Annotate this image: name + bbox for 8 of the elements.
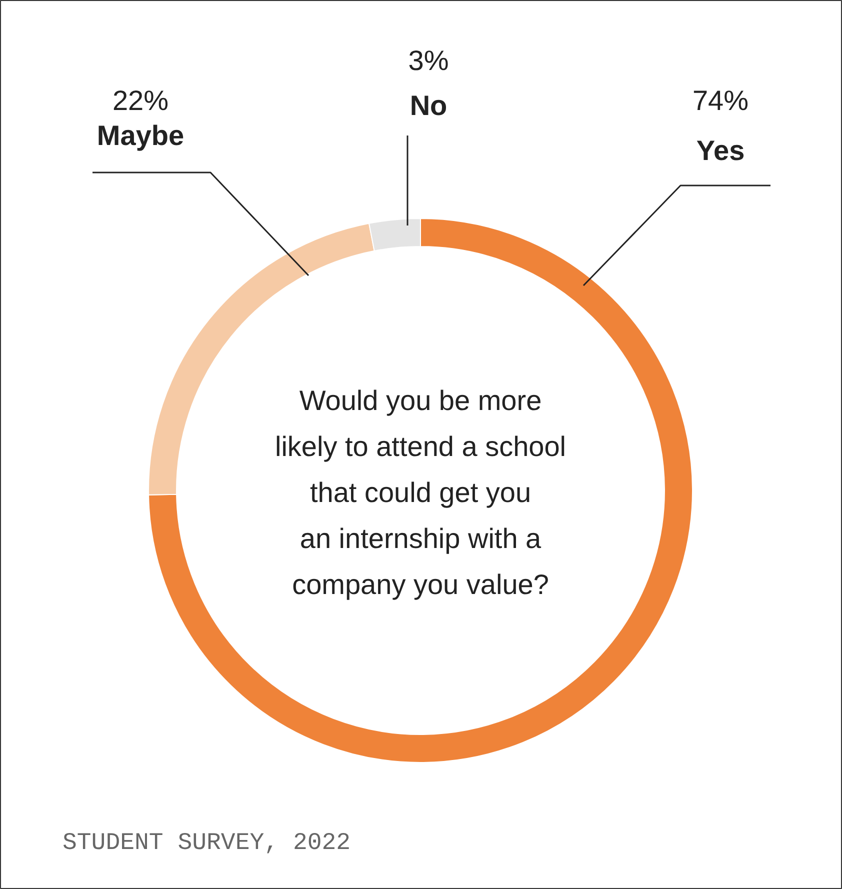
slice-label: No: [410, 90, 448, 121]
data-label: 74%: [692, 85, 749, 116]
data-label: 3%: [408, 45, 449, 76]
text: Would you be more likely to attend a school that could get you an internship with a company you value?: [274, 385, 566, 600]
slice-label: Maybe: [96, 120, 184, 151]
slice-label: Yes: [696, 135, 745, 166]
data-label: 22%: [112, 85, 169, 116]
text: STUDENT SURVEY, 2022: [62, 830, 351, 857]
